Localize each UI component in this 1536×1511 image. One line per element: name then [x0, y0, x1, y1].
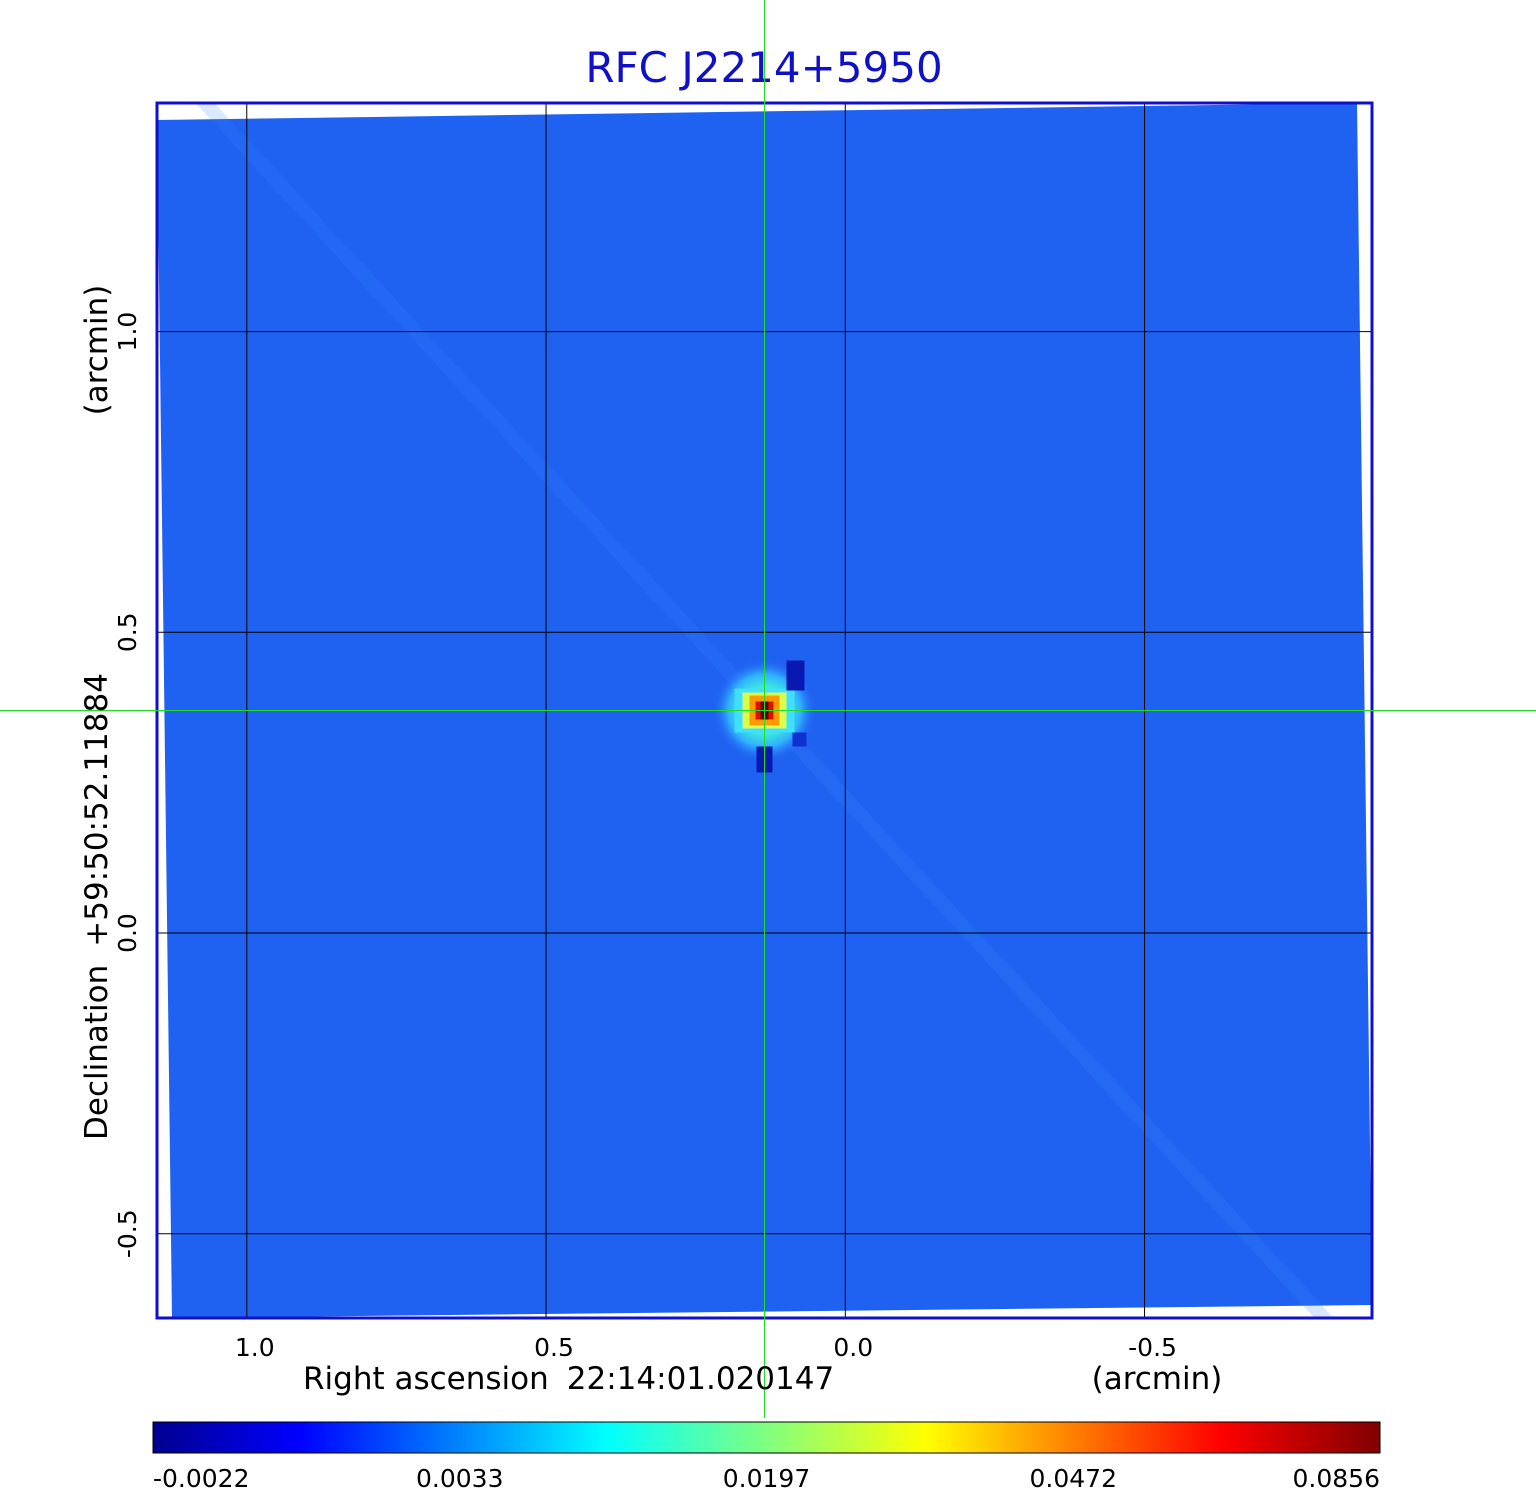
colorbar-label: 0.0472: [1030, 1464, 1117, 1493]
x-axis-label: Right ascension 22:14:01.020147: [303, 1361, 834, 1397]
colorbar-labels: -0.0022 0.0033 0.0197 0.0472 0.0856: [153, 1464, 1380, 1493]
y-axis-unit: (arcmin): [79, 285, 115, 416]
colorbar-label: 0.0033: [416, 1464, 503, 1493]
x-tick-label: 0.5: [534, 1333, 574, 1362]
y-tick-label: 0.5: [113, 612, 142, 652]
colorbar-label: 0.0197: [723, 1464, 810, 1493]
crosshair: [0, 0, 1536, 1418]
x-tick-label: 1.0: [235, 1333, 275, 1362]
sidelobe-streak: [759, 705, 1334, 1318]
sidelobe-streak: [195, 103, 770, 716]
colorbar-label: 0.0856: [1293, 1464, 1380, 1493]
y-axis-label: Declination+59:50:52.11884: [79, 673, 115, 1140]
y-tick-label: 0.0: [113, 913, 142, 953]
negative-lobe-southeast: [792, 732, 807, 747]
colorbar-label: -0.0022: [153, 1464, 250, 1493]
y-tick-label: 1.0: [113, 312, 142, 352]
x-tick-labels: 1.0 0.5 0.0 -0.5: [235, 1333, 1177, 1362]
sidelobe-streaks: [195, 103, 1334, 1318]
y-tick-labels: 1.0 0.5 0.0 -0.5: [113, 312, 142, 1259]
colorbar: [152, 1421, 1381, 1454]
negative-lobe-northeast: [786, 660, 805, 691]
y-tick-label: -0.5: [113, 1209, 142, 1258]
x-axis-unit: (arcmin): [1092, 1361, 1223, 1397]
x-tick-label: 0.0: [833, 1333, 873, 1362]
x-tick-label: -0.5: [1128, 1333, 1177, 1362]
